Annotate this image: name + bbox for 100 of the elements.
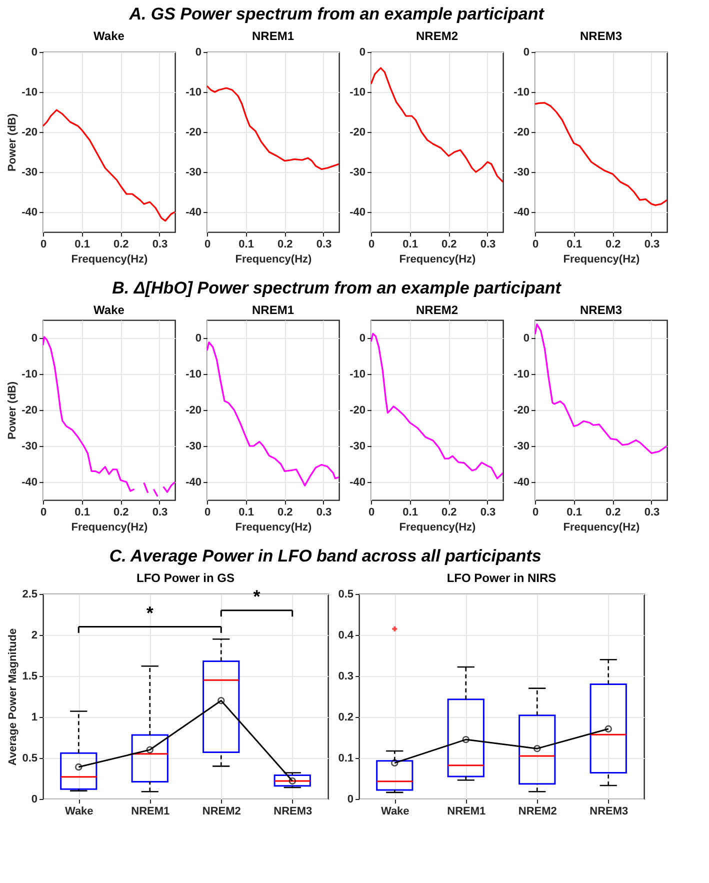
chart-title: LFO Power in GS <box>136 571 235 585</box>
x-axis-title: Frequency(Hz) <box>399 522 476 534</box>
y-tick-label: 0 <box>195 46 202 58</box>
x-tick-label: 0.1 <box>74 506 90 518</box>
y-tick-label: 0 <box>523 46 530 58</box>
y-tick-label: 0.5 <box>22 752 38 764</box>
x-axis-title: Frequency(Hz) <box>563 254 640 266</box>
chart-title: NREM2 <box>416 29 458 43</box>
y-tick-label: -20 <box>186 126 202 138</box>
x-tick-label: 0.1 <box>238 506 254 518</box>
y-tick-label: -30 <box>514 440 530 452</box>
x-tick-label: NREM3 <box>590 806 628 818</box>
x-tick-label: 0 <box>532 238 539 250</box>
y-tick-label: -20 <box>22 126 38 138</box>
y-tick-label: -20 <box>186 404 202 416</box>
y-tick-label: -40 <box>22 476 38 488</box>
y-tick-label: -40 <box>186 476 202 488</box>
y-tick-label: -20 <box>514 126 530 138</box>
y-tick-label: -30 <box>350 440 366 452</box>
y-tick-label: -20 <box>22 404 38 416</box>
annotation: * <box>253 586 260 607</box>
y-tick-label: 0 <box>195 332 202 344</box>
line-series <box>43 109 175 222</box>
x-axis-title: Frequency(Hz) <box>71 522 148 534</box>
x-axis-title: Frequency(Hz) <box>71 254 148 266</box>
y-tick-label: 0.2 <box>338 712 354 724</box>
x-tick-label: 0.2 <box>278 238 293 250</box>
chart-title: NREM3 <box>580 303 622 317</box>
x-tick-label: 0.2 <box>278 506 293 518</box>
y-tick-label: 0 <box>347 794 354 806</box>
line-series <box>535 102 667 206</box>
x-axis-title: Frequency(Hz) <box>235 254 312 266</box>
x-tick-label: 0 <box>368 238 375 250</box>
x-tick-label: 0.3 <box>152 506 168 518</box>
line-series <box>371 332 503 480</box>
y-tick-label: -40 <box>350 476 366 488</box>
x-tick-label: NREM1 <box>131 806 170 818</box>
x-tick-label: 0.3 <box>480 238 496 250</box>
y-tick-label: 0 <box>31 794 38 806</box>
chart-title: Wake <box>94 29 125 43</box>
x-tick-label: 0.2 <box>114 238 129 250</box>
y-tick-label: 2 <box>31 630 38 642</box>
x-tick-label: 0.3 <box>644 506 660 518</box>
chart-title: NREM1 <box>252 29 294 43</box>
y-tick-label: 1.5 <box>22 670 38 682</box>
point <box>534 744 541 752</box>
text: B. Δ[HbO] Power spectrum from an example participant <box>112 278 562 298</box>
x-tick-label: 0.1 <box>402 238 418 250</box>
y-tick-label: -40 <box>22 206 38 218</box>
line-series <box>371 67 503 183</box>
y-tick-label: -30 <box>350 166 366 178</box>
y-tick-label: 0.5 <box>338 588 354 600</box>
x-tick-label: 0.1 <box>402 506 418 518</box>
y-tick-label: -30 <box>22 166 38 178</box>
y-tick-label: 1 <box>31 712 38 724</box>
y-axis-title: Power (dB) <box>6 113 19 172</box>
x-tick-label: 0 <box>204 238 211 250</box>
x-tick-label: 0.1 <box>74 238 90 250</box>
chart-title: NREM3 <box>580 29 622 43</box>
y-tick-label: -10 <box>22 368 38 380</box>
y-tick-label: -20 <box>350 126 366 138</box>
text: C. Average Power in LFO band across all participants <box>109 546 542 566</box>
x-tick-label: 0.3 <box>644 238 660 250</box>
y-tick-label: -10 <box>22 86 38 98</box>
y-tick-label: -10 <box>350 86 366 98</box>
x-tick-label: 0.1 <box>566 238 582 250</box>
x-tick-label: 0.3 <box>316 506 332 518</box>
y-tick-label: -30 <box>186 166 202 178</box>
x-tick-label: 0 <box>368 506 375 518</box>
annotation: * <box>146 603 154 624</box>
y-tick-label: 0 <box>31 332 38 344</box>
x-tick-label: 0 <box>40 506 47 518</box>
x-axis-title: Frequency(Hz) <box>235 522 312 534</box>
y-tick-label: -10 <box>186 368 202 380</box>
text: A. GS Power spectrum from an example participant <box>128 4 546 24</box>
x-tick-label: NREM1 <box>447 806 486 818</box>
y-tick-label: -20 <box>350 404 366 416</box>
y-tick-label: 2.5 <box>22 588 38 600</box>
line-series <box>535 324 667 454</box>
y-tick-label: 0 <box>359 332 366 344</box>
x-tick-label: 0.2 <box>606 506 621 518</box>
y-axis-title: Power (dB) <box>6 381 19 440</box>
y-tick-label: -10 <box>186 86 202 98</box>
y-tick-label: -10 <box>514 368 530 380</box>
x-tick-label: NREM2 <box>518 806 557 818</box>
y-tick-label: -30 <box>22 440 38 452</box>
x-tick-label: 0.2 <box>442 506 457 518</box>
x-tick-label: Wake <box>380 806 410 818</box>
y-tick-label: 0.1 <box>338 752 354 764</box>
x-tick-label: 0 <box>204 506 211 518</box>
x-tick-label: NREM3 <box>274 806 312 818</box>
y-tick-label: 0 <box>359 46 366 58</box>
chart-title: NREM1 <box>252 303 294 317</box>
x-tick-label: 0.1 <box>566 506 582 518</box>
line-series <box>207 342 339 486</box>
y-tick-label: -30 <box>186 440 202 452</box>
chart-title: NREM2 <box>416 303 458 317</box>
y-tick-label: 0.3 <box>338 670 354 682</box>
y-tick-label: -40 <box>186 206 202 218</box>
x-tick-label: NREM2 <box>202 806 241 818</box>
